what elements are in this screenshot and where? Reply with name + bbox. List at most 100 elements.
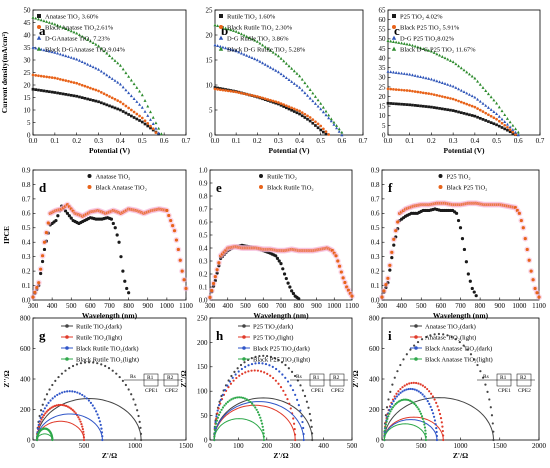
data-point-circle [458, 340, 461, 344]
data-point-square [287, 107, 291, 111]
data-point-circle [383, 432, 386, 435]
data-point-circle [37, 423, 40, 427]
data-point-circle [293, 428, 296, 431]
data-point-circle [302, 432, 305, 436]
data-point-circle [230, 398, 233, 401]
data-point-circle [269, 355, 273, 358]
data-point-triangle [138, 102, 142, 106]
x-tick-label: 500 [416, 442, 427, 450]
data-point-circle [132, 110, 136, 114]
data-point-circle [43, 398, 46, 401]
data-point-triangle [335, 126, 339, 130]
data-point-circle [216, 416, 220, 419]
data-point-circle [113, 97, 117, 101]
x-tick-label: 800 [475, 302, 486, 310]
data-point-triangle [232, 29, 235, 32]
y-tick-label: 0.7 [199, 205, 208, 213]
data-point-triangle [400, 71, 404, 75]
y-tick-label: 20 [206, 31, 214, 39]
data-point-square [443, 107, 447, 111]
data-point-circle [420, 338, 424, 341]
data-point-circle [424, 91, 428, 95]
data-point-triangle [80, 60, 84, 64]
data-point-triangle [327, 113, 331, 117]
data-point-circle [121, 269, 125, 273]
x-tick-label: 900 [495, 302, 506, 310]
data-point-circle [178, 258, 182, 262]
x-tick-label: 1100 [179, 302, 193, 310]
data-point-circle [291, 291, 296, 296]
data-point-circle [459, 100, 463, 104]
data-point-square [394, 102, 398, 106]
data-point-circle [41, 416, 44, 419]
data-point-circle [271, 365, 274, 369]
x-tick-label: 900 [143, 302, 154, 310]
data-point-circle [420, 415, 424, 418]
data-point-circle [384, 426, 387, 429]
y-tick-label: 0.7 [371, 195, 380, 203]
data-point-triangle [470, 94, 474, 98]
data-point-circle [479, 370, 482, 373]
data-point-triangle [67, 28, 71, 32]
data-point-circle [296, 398, 299, 401]
data-point-circle [99, 91, 103, 94]
data-point-circle [253, 369, 256, 372]
data-point-triangle [143, 109, 147, 113]
data-point-triangle [157, 131, 161, 135]
data-point-circle [89, 86, 92, 90]
data-point-triangle [308, 88, 312, 91]
circuit-cpe-label: CPE1 [145, 388, 158, 394]
data-point-circle [489, 114, 493, 118]
data-point-triangle [478, 99, 482, 103]
data-point-triangle [311, 99, 315, 103]
data-point-circle [451, 97, 455, 101]
data-point-triangle [303, 91, 307, 95]
data-point-circle [130, 108, 133, 112]
y-tick-label: 0.8 [199, 192, 208, 200]
data-point-square [37, 14, 41, 18]
data-point-square [408, 103, 412, 107]
data-point-circle [118, 375, 121, 379]
y-tick-label: 0.2 [199, 270, 208, 278]
data-point-circle [392, 400, 395, 403]
data-point-circle [260, 422, 264, 425]
data-point-circle [259, 370, 263, 373]
data-point-circle [421, 393, 424, 396]
data-point-circle [294, 438, 297, 442]
data-point-circle [254, 406, 257, 409]
data-point-square [69, 93, 73, 97]
data-point-triangle [36, 35, 42, 40]
data-point-circle [413, 402, 416, 406]
x-tick-label: 0 [31, 442, 35, 450]
data-point-circle [257, 362, 261, 365]
data-point-circle [68, 367, 71, 370]
data-point-circle [81, 425, 84, 428]
data-point-square [421, 104, 425, 108]
panel-letter: a [39, 23, 46, 38]
data-point-square [31, 87, 35, 91]
data-point-triangle [508, 120, 512, 124]
y-tick-label: 35 [379, 64, 387, 72]
y-tick-label: 0.2 [22, 268, 31, 276]
data-point-circle [44, 412, 47, 415]
data-point-circle [277, 259, 281, 263]
data-point-circle [432, 93, 436, 97]
data-point-circle [262, 428, 265, 432]
data-point-triangle [489, 95, 493, 99]
x-tick-label: 0.0 [211, 137, 220, 145]
data-point-circle [79, 362, 83, 365]
data-point-circle [167, 213, 171, 218]
x-tick-label: 500 [66, 302, 77, 310]
data-point-triangle [419, 75, 423, 79]
data-point-circle [424, 435, 427, 438]
data-point-circle [65, 324, 69, 328]
data-point-triangle [446, 57, 450, 61]
data-point-square [135, 117, 139, 121]
data-point-circle [151, 127, 155, 131]
data-point-circle [239, 363, 243, 367]
data-point-circle [289, 407, 292, 410]
data-point-triangle [514, 127, 518, 131]
data-point-circle [250, 369, 253, 372]
data-point-circle [101, 438, 104, 442]
